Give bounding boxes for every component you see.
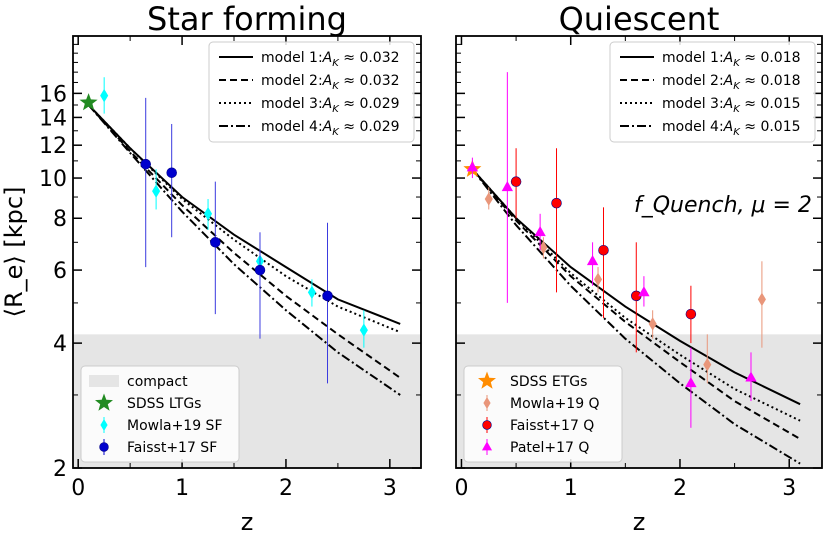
legend-marker xyxy=(95,393,113,411)
data-point xyxy=(648,317,657,331)
data-point xyxy=(140,158,151,170)
data-point xyxy=(685,308,697,320)
data-points xyxy=(463,72,766,428)
y-tick-label: 6 xyxy=(53,259,67,284)
legend-marker xyxy=(100,419,108,431)
x-axis-label: z xyxy=(241,508,254,536)
data-point xyxy=(322,290,333,302)
y-tick-label: 2 xyxy=(53,457,67,482)
data-point xyxy=(593,272,603,287)
legend-models: model 1:AK ≈ 0.032 model 2:AK ≈ 0.032 mode… xyxy=(208,41,415,143)
legend-label: model 1:AK ≈ 0.032 xyxy=(261,50,400,69)
data-point xyxy=(466,161,479,172)
legend-marker xyxy=(482,420,492,430)
data-point xyxy=(757,292,766,307)
legend-label: Faisst+17 Q xyxy=(510,418,594,434)
legend-models: model 1:AK ≈ 0.018 model 2:AK ≈ 0.018 mode… xyxy=(609,41,816,143)
y-tick-label: 4 xyxy=(53,332,67,357)
data-point xyxy=(539,240,548,255)
y-axis-label: ⟨R_e⟩ [kpc] xyxy=(0,187,28,318)
legend-label: Faisst+17 SF xyxy=(127,440,217,456)
plot-frame xyxy=(455,35,823,469)
legend-label: model 3:AK ≈ 0.029 xyxy=(261,96,400,115)
legend-label: compact xyxy=(127,374,188,390)
data-point xyxy=(210,237,221,248)
legend-label: Mowla+19 Q xyxy=(510,396,600,412)
model-line-4 xyxy=(87,104,401,396)
legend-marker xyxy=(483,397,491,409)
legend-box xyxy=(463,365,623,463)
legend-label: model 3:AK ≈ 0.015 xyxy=(662,96,801,115)
legend-box xyxy=(208,41,415,143)
y-tick-label: 10 xyxy=(39,167,67,192)
y-tick-label: 8 xyxy=(53,207,67,232)
legend-data: SDSS ETGs Mowla+19 Q Faisst+17 Q Patel+17 Q xyxy=(463,365,623,463)
legend-label: Patel+17 Q xyxy=(510,440,589,456)
y-tick-label: 14 xyxy=(39,106,67,131)
x-tick-label: 1 xyxy=(175,476,189,501)
data-point xyxy=(598,244,609,256)
legend-marker xyxy=(481,441,493,451)
legend-compact-swatch xyxy=(89,375,119,387)
data-point xyxy=(745,371,757,382)
data-point xyxy=(203,207,213,221)
panel-quiescent: 0 1 2 3 Quiescent z f_Quench, μ = 2 model 1… xyxy=(454,0,823,536)
data-point xyxy=(685,377,697,388)
data-point xyxy=(703,357,712,372)
legend-label: Mowla+19 SF xyxy=(127,418,223,434)
model-lines xyxy=(87,104,401,396)
x-tick-label: 3 xyxy=(383,476,397,501)
data-point xyxy=(551,197,562,209)
data-point xyxy=(586,254,599,266)
model-line-2 xyxy=(471,168,801,440)
data-point xyxy=(254,264,266,276)
x-axis-label: z xyxy=(633,508,646,536)
legend-label: SDSS ETGs xyxy=(510,374,587,390)
data-point xyxy=(152,184,161,198)
data-point xyxy=(638,286,650,297)
y-tick-label: 12 xyxy=(39,134,67,159)
legend-label: model 1:AK ≈ 0.018 xyxy=(662,50,801,69)
legend-label: model 4:AK ≈ 0.029 xyxy=(261,119,400,138)
plot-frame xyxy=(72,35,422,469)
data-point xyxy=(307,285,316,300)
legend-data: compact SDSS LTGs Mowla+19 SF Faisst+17 SF xyxy=(80,365,240,463)
x-tick-label: 2 xyxy=(279,476,293,501)
y-tick-label: 16 xyxy=(39,82,67,107)
data-point xyxy=(534,225,546,237)
data-point xyxy=(359,323,368,337)
data-points xyxy=(79,77,368,384)
panel-title: Quiescent xyxy=(559,0,720,38)
legend-box xyxy=(80,365,240,463)
legend-marker xyxy=(478,371,496,389)
panel-title: Star forming xyxy=(147,0,347,38)
legend-label: model 2:AK ≈ 0.018 xyxy=(662,73,801,92)
legend-label: model 4:AK ≈ 0.015 xyxy=(662,119,801,138)
axis-ticks: 0 1 2 3 xyxy=(454,36,822,501)
annotation-fquench: f_Quench, μ = 2 xyxy=(634,193,812,218)
legend-marker xyxy=(99,442,109,452)
data-point xyxy=(79,93,98,111)
legend-label: model 2:AK ≈ 0.032 xyxy=(261,73,400,92)
data-point xyxy=(166,167,177,178)
x-tick-label: 1 xyxy=(564,476,578,501)
data-point xyxy=(484,192,493,206)
data-point xyxy=(501,180,514,192)
legend-label: SDSS LTGs xyxy=(127,396,201,412)
model-line-4 xyxy=(471,168,801,465)
data-point xyxy=(100,88,109,103)
model-line-1 xyxy=(87,104,401,325)
x-tick-label: 0 xyxy=(71,476,85,501)
data-point xyxy=(510,176,522,187)
legend-box xyxy=(609,41,816,143)
x-tick-label: 2 xyxy=(673,476,687,501)
x-tick-label: 0 xyxy=(454,476,468,501)
x-tick-label: 3 xyxy=(782,476,796,501)
